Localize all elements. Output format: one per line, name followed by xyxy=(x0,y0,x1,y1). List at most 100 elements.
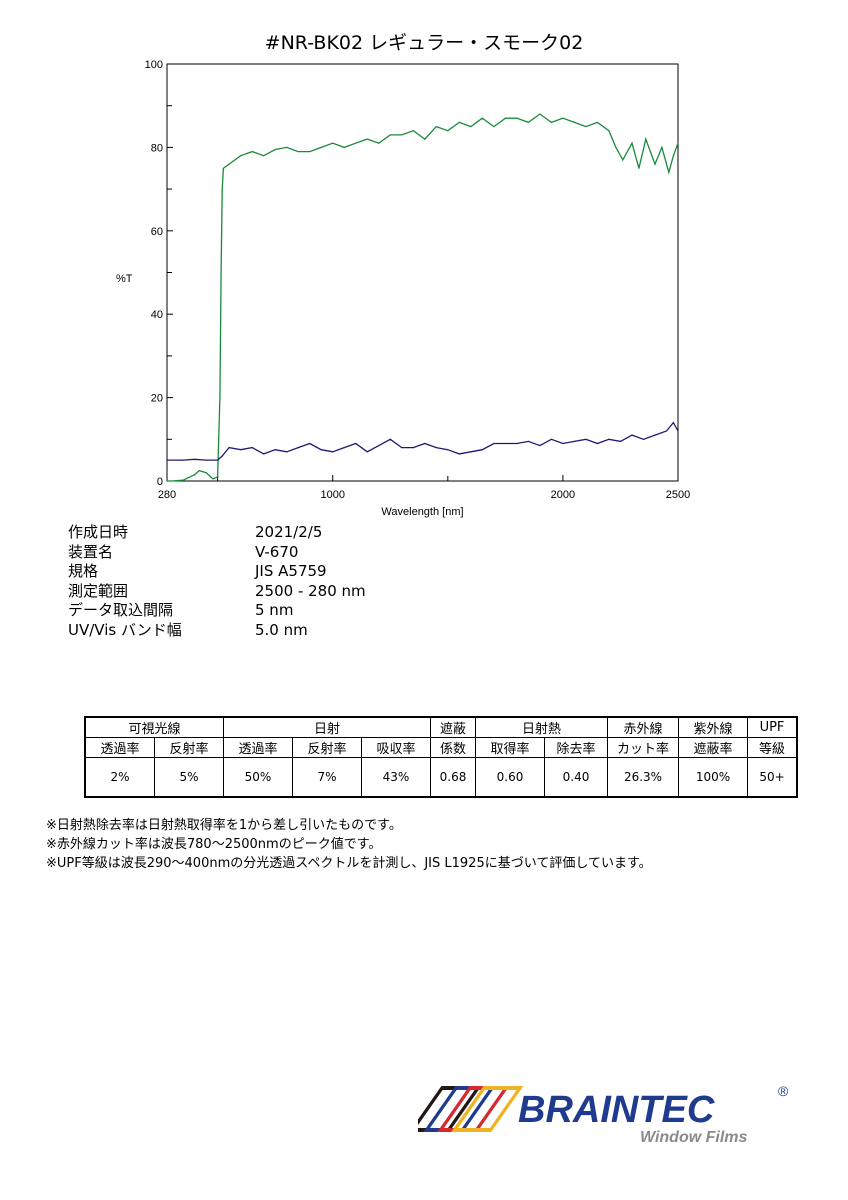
data-point xyxy=(343,146,345,148)
data-point xyxy=(585,438,587,440)
logo-frames-icon xyxy=(418,1086,524,1132)
data-point xyxy=(562,117,564,119)
data-point xyxy=(297,150,299,153)
data-point xyxy=(516,117,518,119)
data-point xyxy=(320,146,322,148)
data-point xyxy=(677,142,679,144)
data-point xyxy=(672,155,674,157)
data-point xyxy=(263,155,265,157)
sub-header: 透過率 xyxy=(223,737,293,758)
data-point xyxy=(645,138,647,140)
data-point xyxy=(401,447,403,449)
logo-brand: BRAINTEC xyxy=(518,1089,715,1131)
note: ※日射熱除去率は日射熱取得率を1から差し引いたものです。 xyxy=(46,818,402,833)
data-point xyxy=(194,458,196,460)
notes: ※日射熱除去率は日射熱取得率を1から差し引いたものです。 ※赤外線カット率は波長7… xyxy=(46,816,652,873)
info-value: 2500 - 280 nm xyxy=(255,581,366,600)
data-point xyxy=(251,150,253,153)
data-point xyxy=(458,453,460,455)
chart-title: #NR-BK02 レギュラー・スモーク02 xyxy=(264,32,584,54)
data-point xyxy=(539,444,541,447)
data-point xyxy=(550,121,553,123)
note: ※赤外線カット率は波長780～2500nmのピーク値です。 xyxy=(46,837,382,852)
sub-header: 吸収率 xyxy=(361,737,431,758)
table-value: 26.3% xyxy=(607,757,679,798)
data-point xyxy=(274,449,276,451)
x-tick-label: 280 xyxy=(158,489,176,501)
note: ※UPF等級は波長290～400nmの分光透過スペクトルを計測し、JIS L19… xyxy=(46,856,652,871)
series-line-1 xyxy=(167,421,679,461)
data-point xyxy=(654,163,656,165)
logo-frame xyxy=(451,1086,524,1132)
data-point xyxy=(596,121,599,123)
data-point xyxy=(481,117,483,119)
data-point xyxy=(240,155,242,157)
y-tick-label: 80 xyxy=(151,142,163,154)
data-point xyxy=(366,138,368,140)
data-point xyxy=(221,188,223,190)
info-label: データ取込間隔 xyxy=(68,601,174,619)
y-tick-label: 40 xyxy=(151,309,163,321)
logo-sub: Window Films xyxy=(640,1129,748,1146)
table-value: 7% xyxy=(292,757,362,798)
data-point xyxy=(631,434,633,436)
data-point xyxy=(297,447,299,449)
data-point xyxy=(493,125,495,128)
data-point xyxy=(573,121,576,123)
data-point xyxy=(217,459,219,461)
data-point xyxy=(286,146,288,148)
data-point xyxy=(447,449,449,451)
data-point xyxy=(320,449,322,451)
data-point xyxy=(654,434,656,436)
y-tick-label: 0 xyxy=(157,476,163,488)
data-point xyxy=(378,142,380,144)
info-value: 5 nm xyxy=(255,601,294,619)
data-point xyxy=(661,146,663,148)
data-point xyxy=(470,451,472,453)
data-point xyxy=(493,442,495,445)
sub-header: カット率 xyxy=(607,737,679,758)
data-point xyxy=(435,447,437,449)
info-label: 測定範囲 xyxy=(68,581,129,600)
data-point xyxy=(412,447,414,449)
data-point xyxy=(447,130,449,132)
data-point xyxy=(205,459,207,461)
data-point xyxy=(194,474,196,476)
data-point xyxy=(642,438,645,440)
data-point xyxy=(205,472,207,474)
data-point xyxy=(424,442,426,445)
data-point xyxy=(504,442,506,445)
data-point xyxy=(527,121,529,123)
data-point xyxy=(389,438,391,440)
x-tick-label: 2500 xyxy=(666,489,690,501)
data-point xyxy=(220,271,222,274)
info-label: UV/Vis バンド幅 xyxy=(68,620,182,639)
data-point xyxy=(401,134,403,136)
data-point xyxy=(240,449,242,451)
info-row: 測定範囲 2500 - 280 nm xyxy=(68,582,366,602)
data-point xyxy=(263,453,265,455)
data-point xyxy=(182,479,184,481)
logo-registered: ® xyxy=(778,1083,789,1099)
group-header: 遮蔽 xyxy=(430,716,476,738)
info-value: 2021/2/5 xyxy=(255,523,323,541)
data-point xyxy=(458,121,460,123)
data-point xyxy=(217,476,219,478)
series-line-0 xyxy=(167,113,679,482)
data-point xyxy=(366,451,368,453)
data-point xyxy=(470,125,472,128)
data-point xyxy=(435,125,437,128)
table-value: 0.68 xyxy=(430,757,476,798)
data-point xyxy=(221,455,223,457)
data-point xyxy=(309,442,311,445)
data-point xyxy=(504,117,506,119)
data-point xyxy=(424,138,426,140)
data-point xyxy=(619,440,622,442)
table-value: 0.40 xyxy=(544,757,608,798)
table-value: 100% xyxy=(678,757,748,798)
group-header: 日射熱 xyxy=(475,716,608,738)
data-point xyxy=(212,478,214,480)
data-point xyxy=(171,480,173,482)
braintec-logo: BRAINTEC ® Window Films xyxy=(418,1083,789,1146)
sub-header: 遮蔽率 xyxy=(678,737,748,758)
